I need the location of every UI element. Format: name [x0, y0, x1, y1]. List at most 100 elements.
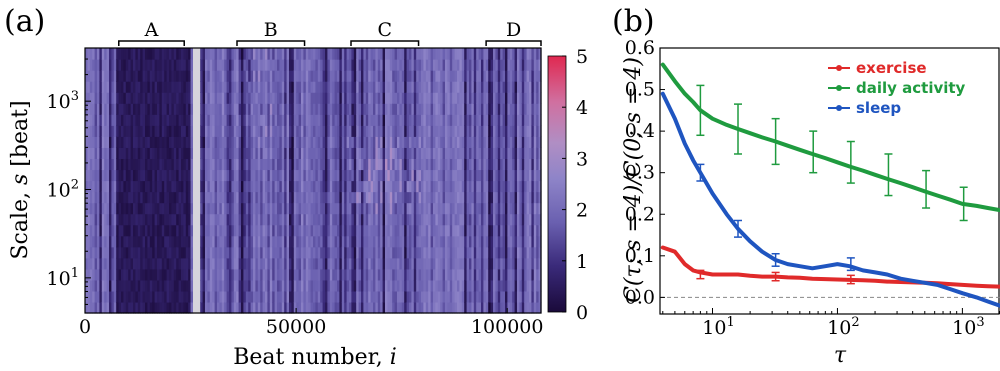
heatmap-cell: [224, 169, 228, 182]
heatmap-cell: [416, 246, 420, 259]
heatmap-cell: [315, 301, 319, 314]
heatmap-cell: [411, 114, 415, 126]
heatmap-cell: [231, 59, 235, 71]
heatmap-cell: [97, 213, 100, 226]
heatmap-cell: [490, 290, 494, 303]
heatmap-cell: [106, 169, 110, 182]
heatmap-cell: [411, 81, 415, 93]
heatmap-cell: [106, 290, 110, 303]
heatmap-cell: [363, 92, 367, 104]
heatmap-cell: [154, 136, 158, 148]
heatmap-cell: [253, 202, 256, 215]
heatmap-cell: [334, 147, 338, 160]
heatmap-cell: [133, 279, 136, 292]
heatmap-cell: [137, 301, 141, 314]
heatmap-cell: [221, 114, 225, 126]
heatmap-cell: [452, 301, 456, 314]
heatmap-cell: [272, 202, 276, 215]
heatmap-cell: [493, 125, 496, 137]
heatmap-cell: [485, 103, 489, 115]
heatmap-cell: [310, 268, 314, 281]
heatmap-cell: [229, 191, 232, 204]
heatmap-cell: [305, 59, 309, 71]
heatmap-cell: [118, 191, 122, 204]
heatmap-cell: [262, 290, 266, 303]
heatmap-cell: [272, 81, 276, 93]
heatmap-cell: [524, 202, 528, 215]
heatmap-cell: [159, 224, 163, 237]
heatmap-cell: [111, 136, 115, 148]
heatmap-cell: [435, 147, 439, 160]
heatmap-cell: [449, 191, 453, 204]
heatmap-cell: [449, 257, 453, 270]
heatmap-cell: [325, 202, 328, 215]
heatmap-cell: [137, 114, 141, 126]
heatmap-cell: [135, 103, 139, 115]
heatmap-cell: [118, 202, 122, 215]
heatmap-cell: [325, 268, 328, 281]
heatmap-cell: [332, 279, 336, 292]
heatmap-cell: [457, 213, 460, 226]
heatmap-cell: [500, 301, 504, 314]
heatmap-cell: [413, 180, 417, 193]
heatmap-cell: [253, 191, 256, 204]
heatmap-cell: [382, 114, 386, 126]
heatmap-cell: [536, 81, 540, 93]
heatmap-cell: [461, 81, 465, 93]
heatmap-cell: [149, 191, 153, 204]
legend-marker: [836, 65, 842, 71]
heatmap-cell: [317, 268, 321, 281]
heatmap-cell: [430, 48, 434, 60]
heatmap-cell: [356, 268, 360, 281]
heatmap-cell: [435, 246, 439, 259]
heatmap-cell: [301, 136, 304, 148]
heatmap-cell: [509, 257, 513, 270]
heatmap-cell: [269, 268, 273, 281]
heatmap-cell: [202, 301, 206, 314]
heatmap-cell: [305, 191, 309, 204]
heatmap-cell: [442, 136, 446, 148]
heatmap-cell: [418, 158, 422, 171]
heatmap-cell: [152, 147, 156, 160]
heatmap-cell: [370, 213, 374, 226]
heatmap-cell: [356, 158, 360, 171]
heatmap-cell: [517, 235, 520, 248]
heatmap-cell: [490, 257, 494, 270]
heatmap-cell: [250, 70, 254, 82]
heatmap-cell: [106, 136, 110, 148]
heatmap-cell: [140, 290, 144, 303]
heatmap-cell: [159, 235, 163, 248]
heatmap-cell: [284, 48, 288, 60]
heatmap-cell: [358, 202, 362, 215]
heatmap-cell: [147, 169, 151, 182]
heatmap-cell: [538, 224, 542, 237]
heatmap-cell: [123, 235, 127, 248]
heatmap-cell: [442, 235, 446, 248]
heatmap-cell: [178, 279, 182, 292]
heatmap-cell: [406, 213, 410, 226]
heatmap-cell: [469, 125, 472, 137]
heatmap-cell: [466, 268, 470, 281]
heatmap-cell: [277, 246, 280, 259]
heatmap-cell: [466, 147, 470, 160]
heatmap-cell: [265, 158, 268, 171]
heatmap-cell: [461, 235, 465, 248]
heatmap-cell: [152, 268, 156, 281]
heatmap-cell: [315, 59, 319, 71]
heatmap-cell: [272, 103, 276, 115]
heatmap-cell: [317, 279, 321, 292]
heatmap-cell: [418, 301, 422, 314]
heatmap-cell: [449, 224, 453, 237]
heatmap-cell: [392, 169, 396, 182]
heatmap-cell: [154, 301, 158, 314]
heatmap-cell: [217, 180, 220, 193]
heatmap-cell: [250, 257, 254, 270]
heatmap-cell: [409, 114, 412, 126]
heatmap-cell: [279, 92, 283, 104]
heatmap-cell: [353, 125, 357, 137]
heatmap-cell: [169, 202, 172, 215]
heatmap-cell: [404, 169, 408, 182]
heatmap-cell: [505, 279, 508, 292]
heatmap-cell: [137, 290, 141, 303]
heatmap-cell: [245, 246, 249, 259]
